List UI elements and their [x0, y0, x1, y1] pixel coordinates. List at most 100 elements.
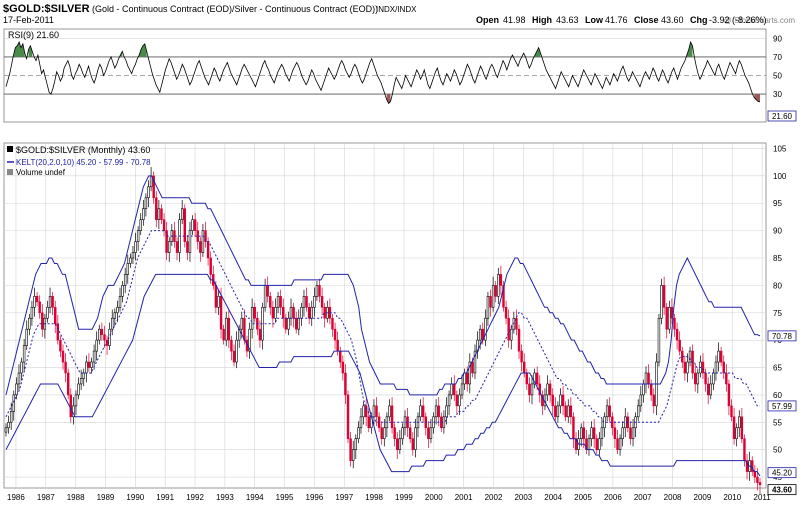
price-ytick-label: 80: [773, 281, 782, 290]
candle: [725, 364, 728, 392]
svg-text:43.60: 43.60: [772, 486, 793, 495]
candle: [28, 313, 31, 336]
rsi-last-value: 21.60: [772, 112, 793, 121]
candle: [569, 397, 573, 425]
candle: [152, 171, 155, 204]
rsi-ytick-label: 50: [773, 72, 782, 81]
price-ytick-label: 85: [773, 254, 782, 263]
candle: [160, 204, 163, 225]
candle: [510, 324, 513, 350]
candle: [282, 298, 285, 328]
price-xtick-label: 2003: [514, 493, 532, 502]
candle: [227, 309, 231, 348]
rsi-panel: 30 50 70 90 RSI(9) 21.60 21.60: [3, 28, 797, 123]
candle: [657, 313, 661, 367]
price-xtick-label: 1991: [156, 493, 174, 502]
candle: [504, 300, 508, 325]
price-xtick-label: 1987: [37, 493, 55, 502]
candle: [136, 226, 140, 251]
chart-description: (Gold - Continuous Contract (EOD)/Silver…: [92, 4, 378, 14]
candle: [473, 344, 477, 380]
kelt-middle-band: [5, 230, 761, 423]
candle: [22, 339, 26, 372]
candle: [668, 300, 671, 334]
candle: [15, 377, 18, 400]
price-xtick-label: 1992: [186, 493, 204, 502]
candle: [445, 397, 448, 425]
candle: [48, 287, 52, 314]
candle: [51, 291, 54, 315]
candle: [307, 302, 311, 325]
candle: [165, 221, 168, 261]
candle: [396, 432, 399, 459]
candle: [90, 357, 93, 374]
candle: [74, 390, 78, 416]
price-xtick-label: 2004: [544, 493, 562, 502]
last-value-labels: 70.78 57.99 45.20 43.60: [767, 330, 797, 496]
candle: [248, 322, 251, 359]
candle: [546, 375, 549, 401]
candle: [675, 322, 679, 350]
candle: [530, 375, 534, 405]
candle: [419, 399, 422, 422]
candle: [551, 388, 554, 416]
candle: [131, 245, 135, 265]
price-legend-title: $GOLD:$SILVER (Monthly) 43.60: [16, 145, 150, 155]
candle: [98, 324, 101, 345]
price-ytick-label: 50: [773, 446, 782, 455]
candle: [134, 232, 137, 261]
candle: [253, 302, 256, 323]
candle: [103, 325, 106, 348]
candle: [714, 355, 718, 381]
candle: [33, 287, 36, 317]
candle: [486, 291, 490, 326]
candle: [219, 287, 223, 339]
price-xtick-label: 2011: [754, 493, 772, 502]
candle: [364, 399, 368, 427]
rsi-ytick-label: 30: [773, 90, 782, 99]
low-value: 41.76: [605, 15, 628, 25]
price-xtick-label: 2007: [634, 493, 652, 502]
candle: [258, 320, 262, 348]
candle: [359, 408, 363, 434]
candle: [408, 423, 412, 444]
volume-legend-icon: [7, 169, 13, 175]
candle: [383, 419, 386, 447]
candle: [507, 309, 510, 348]
candle: [341, 355, 345, 381]
chart-date: 17-Feb-2011: [3, 15, 54, 25]
candle: [401, 423, 404, 445]
candle: [561, 386, 565, 416]
candle: [585, 429, 588, 455]
candle: [82, 368, 85, 387]
chart-symbol: $GOLD:$SILVER: [3, 3, 90, 15]
candle: [502, 281, 505, 312]
candle: [722, 355, 725, 380]
candle: [605, 399, 609, 422]
rsi-legend: RSI(9) 21.60: [8, 30, 59, 40]
price-xtick-label: 2002: [485, 493, 503, 502]
svg-text:70.78: 70.78: [772, 332, 793, 341]
candle: [686, 353, 689, 383]
price-xtick-label: 1989: [97, 493, 115, 502]
candle: [468, 353, 472, 394]
price-xtick-label: 1988: [67, 493, 85, 502]
candle: [168, 237, 171, 262]
price-panel: 4550556065707580859095100105 19861987198…: [3, 142, 797, 502]
candle: [294, 311, 298, 334]
candle: [35, 291, 39, 307]
candle: [56, 314, 60, 345]
candle: [157, 199, 161, 229]
candle: [533, 368, 536, 389]
candle: [274, 298, 277, 323]
candle: [517, 324, 521, 359]
candle: [318, 278, 321, 303]
candle: [590, 421, 593, 447]
candle: [313, 287, 316, 317]
candle: [116, 300, 119, 323]
candle: [717, 342, 720, 372]
candle: [333, 322, 337, 350]
candle: [7, 415, 10, 434]
candle: [235, 331, 238, 369]
